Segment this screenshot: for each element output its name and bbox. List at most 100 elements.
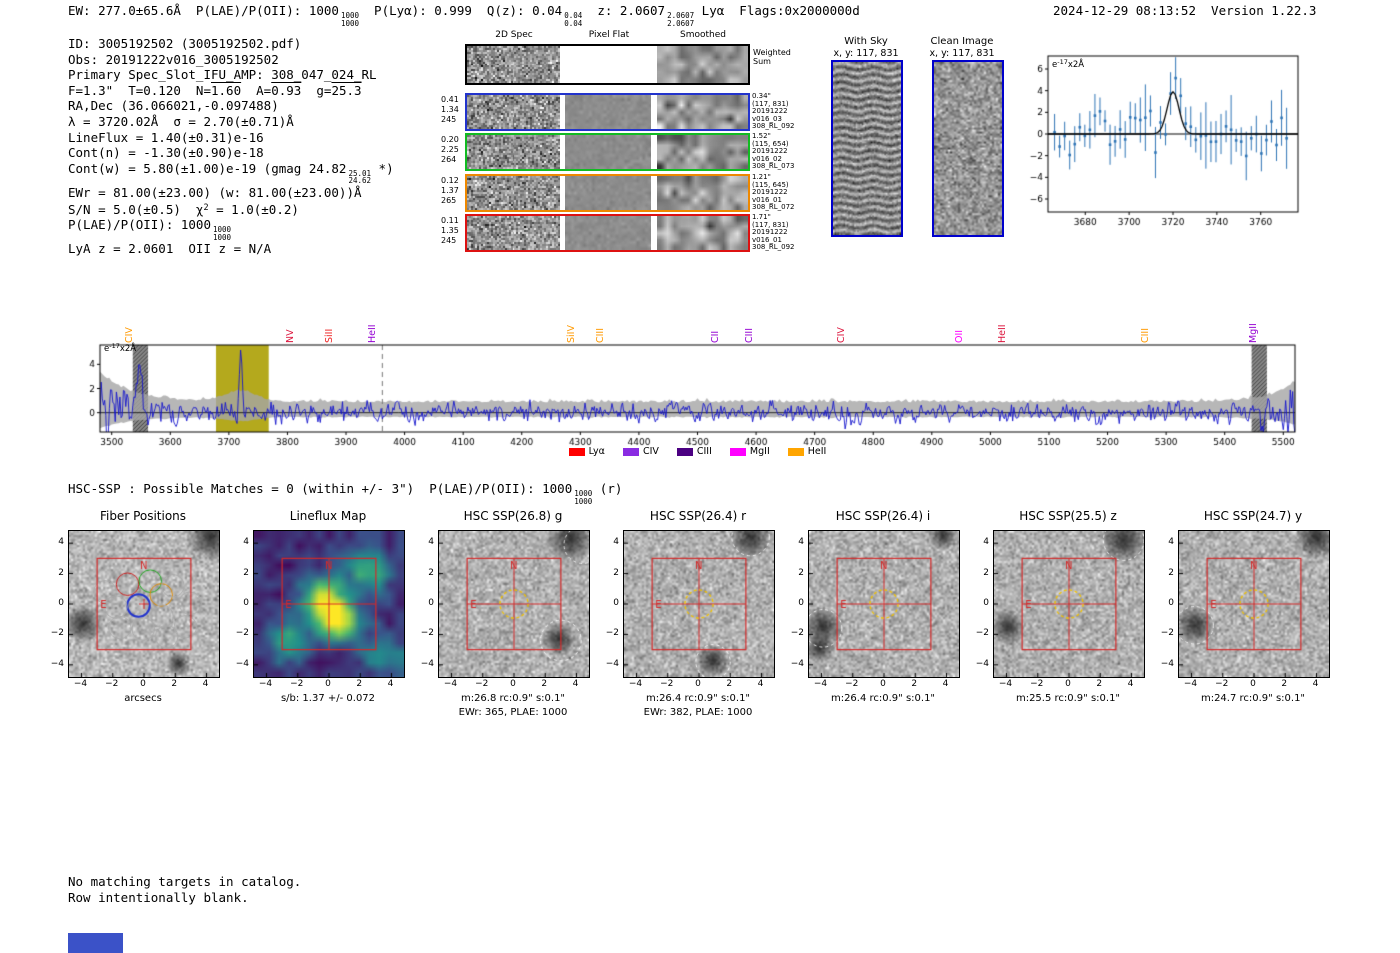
left-label-line: 0.11 (441, 216, 459, 225)
legend-label: HeII (807, 446, 827, 457)
text-segment: EWr = 81.00(±23.00) (w: 81.00(±23.00))Å (68, 184, 362, 200)
right-label-line: 308_RL_092 (752, 122, 795, 131)
cutout-xtick: 4 (757, 679, 764, 689)
spec2d-smoothed-strip (657, 135, 748, 169)
stack-top: 0.04 (564, 11, 583, 20)
legend-item: Lyα (568, 446, 605, 457)
header-datetime-version: 2024-12-29 08:13:52 Version 1.22.3 (1053, 3, 1317, 18)
cutout-xtick: 0 (1250, 679, 1256, 689)
text-segment: EW: 277.0±65.6Å P(LAE)/P(OII): 1000 (68, 3, 339, 18)
linefit-ylabel: e-17x2Å (1052, 58, 1084, 70)
left-label-line: 245 (441, 115, 457, 124)
cutout-xtick: 0 (880, 679, 886, 689)
spec2d-exposure-row (465, 133, 750, 171)
cutout-ytick: 4 (58, 537, 64, 548)
text-segment: (r) (592, 481, 623, 496)
cutout-ytick: −4 (50, 658, 64, 669)
cutout-caption: m:26.4 rc:0.9" s:0.1" (645, 693, 751, 704)
spec2d-row-right-labels: 0.34" (117, 831) 20191222 v016_03 308_RL_092 (752, 92, 800, 131)
cutout-caption: EWr: 382, PLAE: 1000 (643, 707, 753, 718)
cutout-title: HSC SSP(26.8) g (463, 509, 563, 523)
stack-top: 25.01 (348, 168, 372, 178)
spec2d-exposure-row (465, 174, 750, 212)
cutout-caption: m:26.8 rc:0.9" s:0.1" (460, 693, 566, 704)
stacked-fraction: 1000 1000 (341, 12, 359, 27)
legend-swatch (568, 447, 585, 456)
stack-bottom: 1000 (213, 232, 232, 242)
text-segment: 0.93 (271, 82, 302, 98)
left-label-line: 2.25 (441, 145, 459, 154)
withsky-title: With Sky (844, 36, 888, 47)
spec2d-weighted-row (465, 44, 750, 85)
spec2d-smoothed-strip (657, 176, 748, 210)
cutout-ytick: 4 (243, 537, 249, 548)
spec2d-2d-strip (467, 216, 560, 250)
ylabel-base: e (1052, 60, 1058, 70)
right-label-line: 20191222 (752, 188, 788, 197)
ylabel-sup: -17 (1057, 58, 1068, 66)
text-segment: ID: 3005192502 (3005192502.pdf) (68, 36, 302, 51)
spec2d-row-left-labels: 0.11 1.35 245 (441, 216, 463, 246)
legend-label: CIII (696, 446, 712, 457)
info-line: Cont(n) = -1.30(±0.90)e-18 (68, 145, 394, 161)
spectrum-legend: Lyα CIV CIII MgII HeII (100, 446, 1295, 457)
cutout-ytick: 2 (613, 567, 619, 578)
cutout-ytick: 2 (983, 567, 989, 578)
cutout-ytick: 2 (58, 567, 64, 578)
cutout-xtick: −4 (258, 679, 273, 689)
cutout-ytick: 0 (798, 598, 804, 608)
cutout-caption: EWr: 365, PLAE: 1000 (458, 707, 568, 718)
spec2d-weighted-smoothed-strip (657, 46, 748, 83)
cutout-xtick: −2 (290, 679, 304, 689)
legend-swatch (729, 447, 746, 456)
cutout-xtick: 4 (942, 679, 949, 689)
cutout-ytick: 2 (1168, 567, 1174, 578)
withsky-image (833, 62, 901, 235)
legend-item: MgII (729, 446, 770, 457)
legend-swatch (787, 447, 804, 456)
spec2d-pixelflat-strip (565, 95, 651, 129)
left-label-line: 1.37 (441, 186, 459, 195)
spec2d-row-left-labels: 0.12 1.37 265 (441, 176, 463, 206)
legend-item: HeII (787, 446, 827, 457)
left-label-line: 264 (441, 155, 457, 164)
cutout-ytick: 4 (613, 537, 619, 548)
cutout-image-viridis (253, 530, 405, 678)
info-line: LyA z = 2.0601 OII z = N/A (68, 241, 394, 257)
cutout-xtick: −2 (1215, 679, 1229, 689)
cutout-xtick: −2 (845, 679, 859, 689)
cutout-title: HSC SSP(25.5) z (1019, 509, 1117, 523)
spec2d-col-header-smoothed: Smoothed (680, 30, 726, 40)
full-spectrum-plot (80, 340, 1315, 450)
cutout-ytick: −2 (50, 628, 64, 639)
legend-swatch (676, 447, 693, 456)
cutout-xtick: 2 (911, 679, 918, 689)
cutout-xtick: 0 (1065, 679, 1071, 689)
footer-line: No matching targets in catalog. (68, 874, 302, 889)
cutout-image-sky (1178, 530, 1330, 678)
cutout-xtick: 4 (572, 679, 579, 689)
stack-bottom: 0.04 (564, 18, 583, 28)
right-label-line: 308_RL_092 (752, 243, 795, 252)
stack-top: 1000 (574, 489, 593, 498)
info-line: RA,Dec (36.066021,-0.097488) (68, 98, 394, 114)
cutout-ytick: 4 (428, 537, 434, 548)
cutout-ytick: −4 (235, 658, 249, 669)
cutout-xtick: −4 (1183, 679, 1198, 689)
stacked-fraction: 1000 1000 (574, 490, 592, 505)
info-line: EWr = 81.00(±23.00) (w: 81.00(±23.00))Å (68, 185, 394, 201)
left-label-line: 245 (441, 236, 457, 245)
info-line: Obs: 20191222v016_3005192502 (68, 52, 394, 68)
footer-notes: No matching targets in catalog. Row inten… (68, 874, 301, 906)
clean-image-xy: x, y: 117, 831 (929, 48, 995, 59)
text-segment: HSC-SSP : Possible Matches = 0 (within +… (68, 481, 573, 496)
spec2d-row-left-labels: 0.41 1.34 245 (441, 95, 463, 125)
cutout-ytick: 2 (798, 567, 804, 578)
right-label-line: (117, 831) (752, 99, 789, 108)
left-label-line: 1.35 (441, 226, 459, 235)
cutout-xtick: 0 (695, 679, 701, 689)
text-segment: A= (241, 82, 272, 98)
info-line: F=1.3" T=0.120 N=1.60 A=0.93 g=25.3 (68, 83, 394, 99)
ylabel-rest: x2Å (1067, 60, 1085, 70)
cutout-xtick: 0 (140, 679, 146, 689)
